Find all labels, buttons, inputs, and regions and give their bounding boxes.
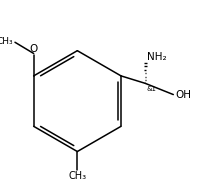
Text: NH₂: NH₂ — [147, 52, 167, 62]
Text: O: O — [29, 45, 38, 54]
Text: OH: OH — [175, 90, 191, 100]
Text: CH₃: CH₃ — [68, 171, 86, 181]
Text: &1: &1 — [147, 86, 157, 92]
Text: CH₃: CH₃ — [0, 37, 13, 46]
